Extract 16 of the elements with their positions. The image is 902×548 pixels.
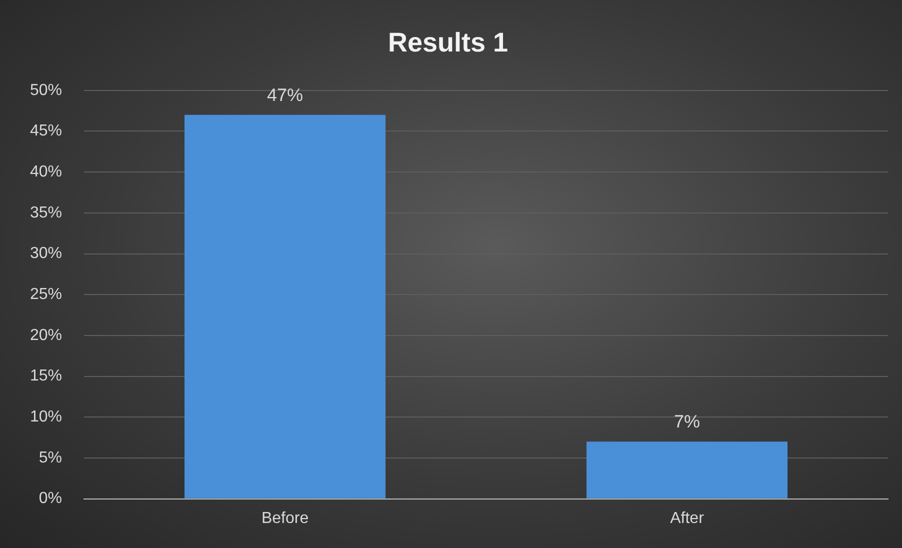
y-tick-label: 20% [30,326,62,344]
data-label: 47% [267,84,304,105]
y-tick-label: 30% [30,245,62,262]
data-label: 7% [674,412,700,432]
y-tick-label: 5% [38,449,62,466]
y-tick-label: 15% [30,368,62,385]
chart-title: Results 1 [388,28,508,58]
y-tick-label: 40% [30,163,62,180]
y-tick-label: 0% [38,490,62,508]
y-tick-label: 50% [30,82,62,99]
y-tick-label: 45% [30,122,62,140]
y-tick-label: 35% [30,204,62,222]
x-tick-label: Before [261,510,309,527]
y-tick-label: 25% [30,286,62,304]
y-tick-label: 10% [30,408,62,426]
x-tick-label: After [670,510,705,527]
